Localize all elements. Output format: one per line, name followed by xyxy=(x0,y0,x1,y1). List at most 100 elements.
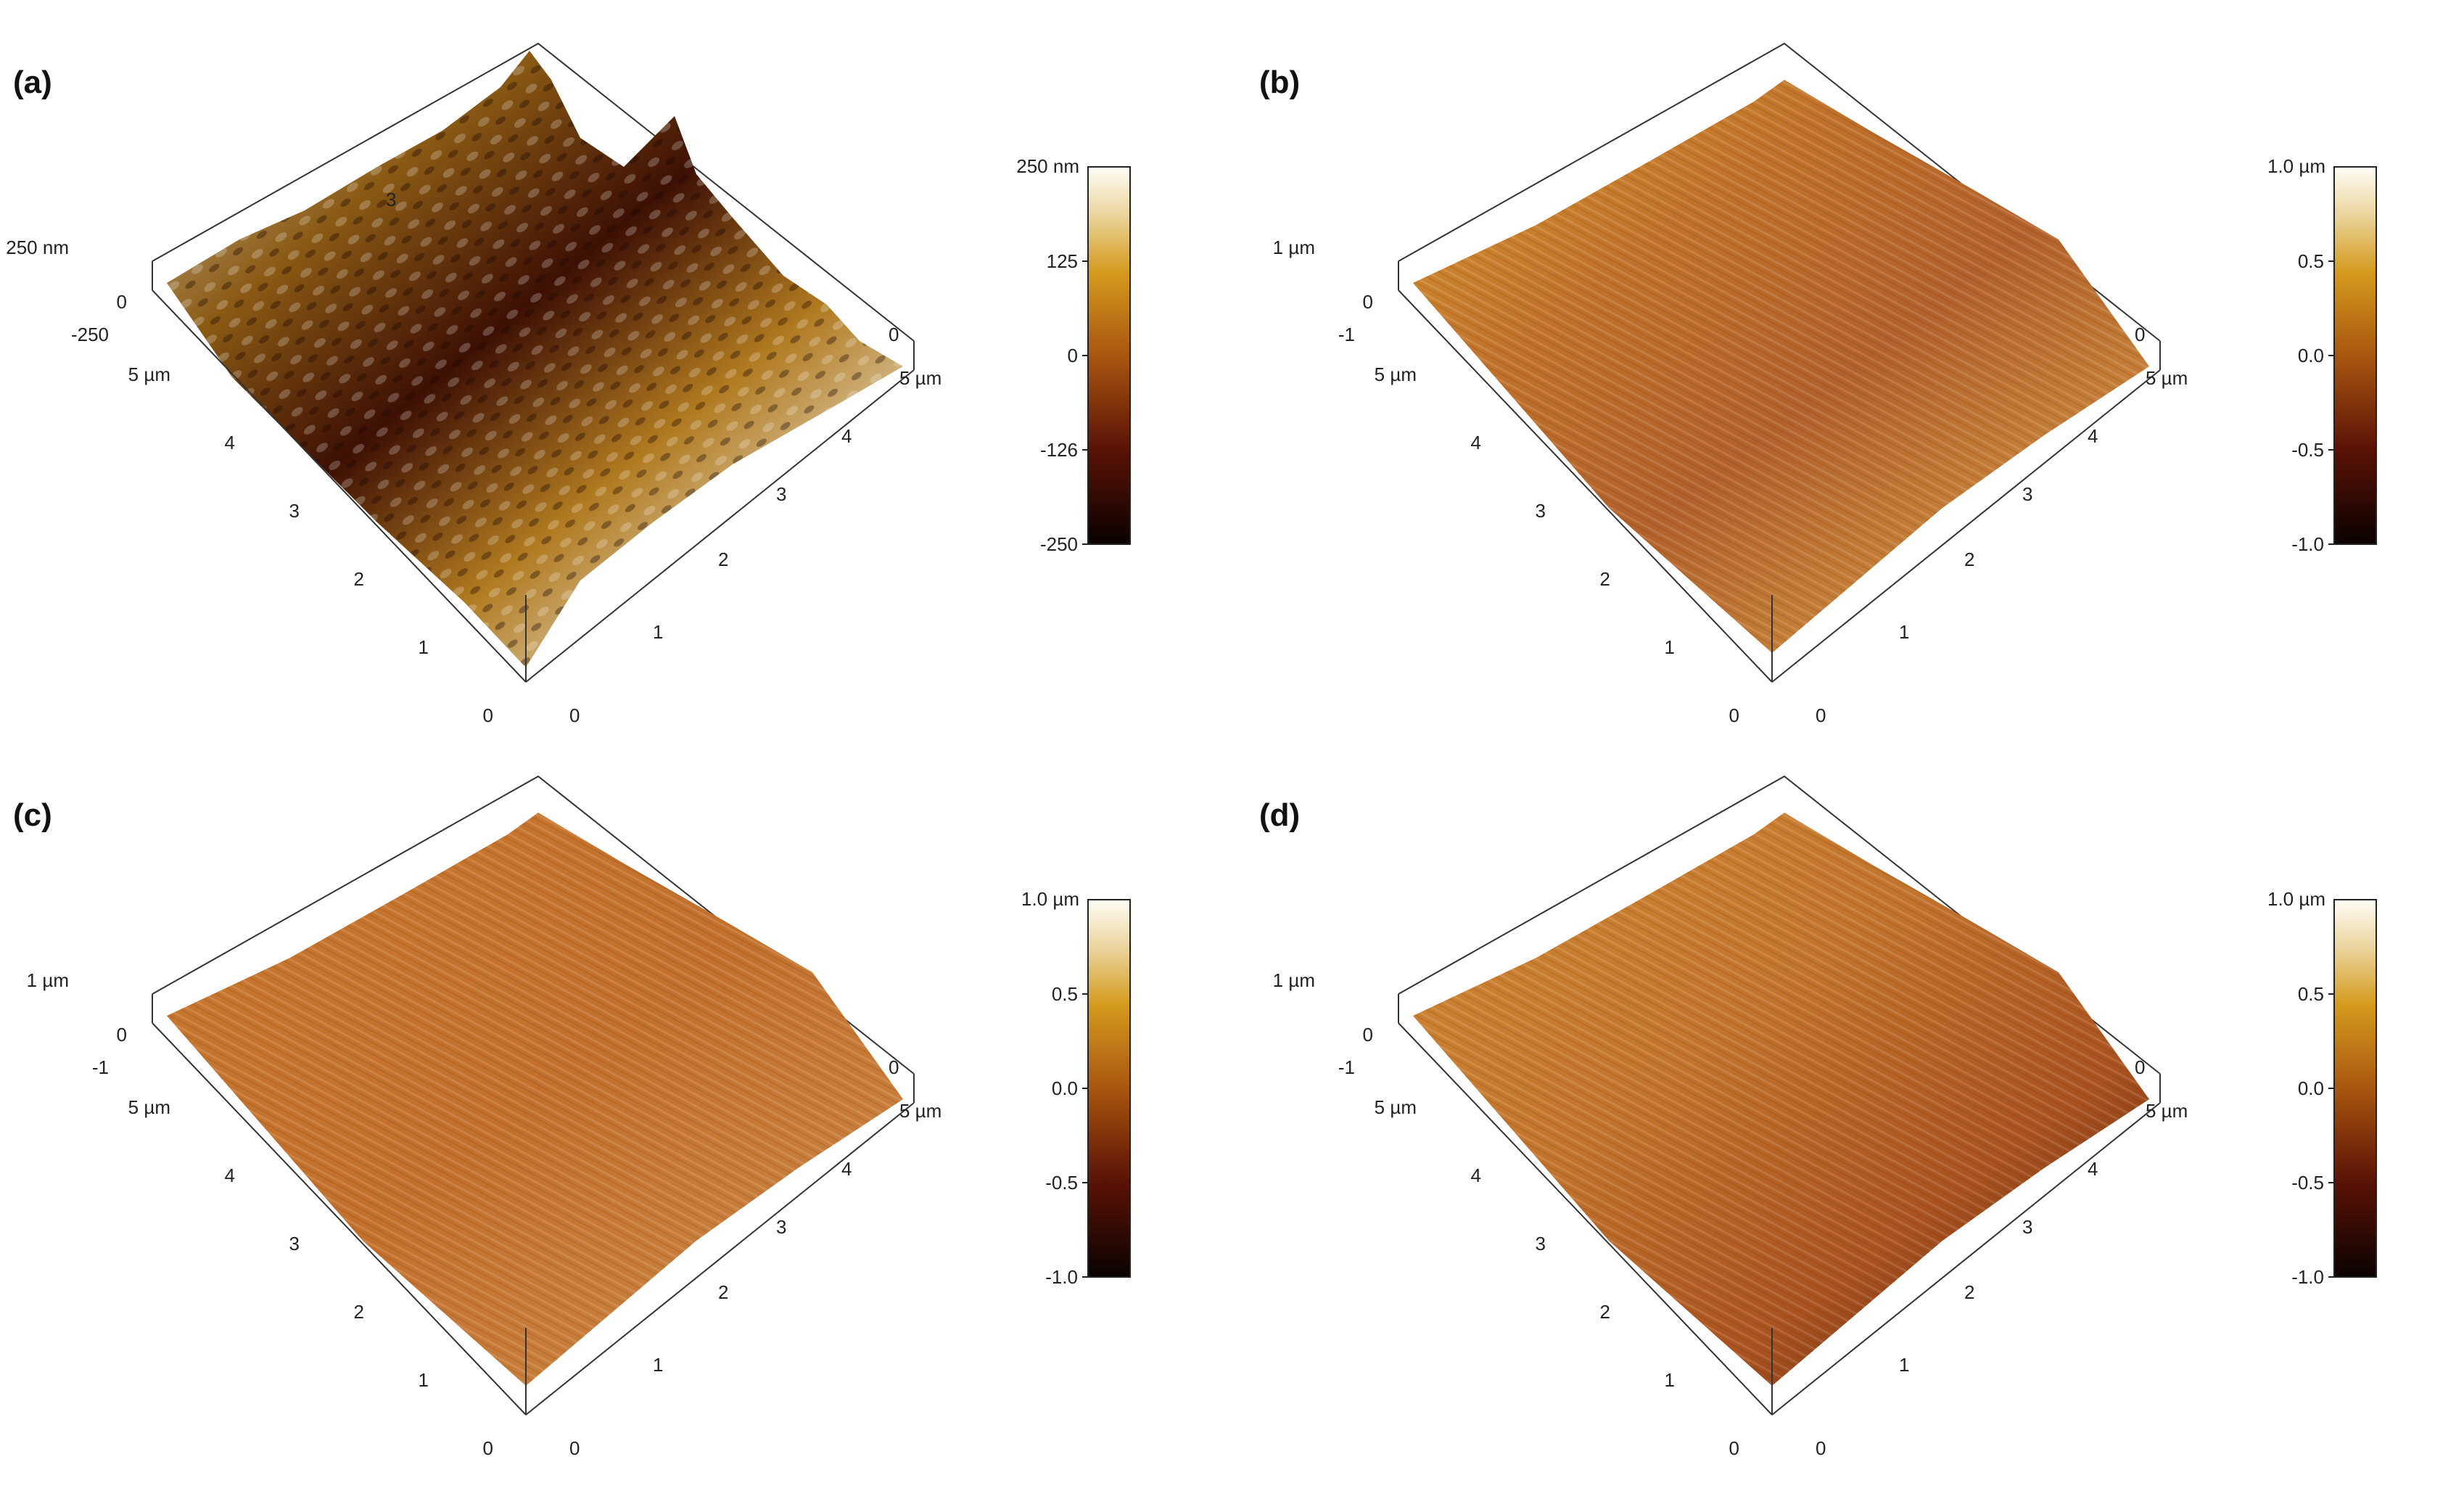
left-axis-tick: 4 xyxy=(1471,432,1481,453)
afm-surface-texture xyxy=(167,813,903,1386)
box-edge-front-right xyxy=(1771,369,2161,683)
right-axis-tick: 4 xyxy=(841,425,852,447)
colorbar-tick-label: 0.5 xyxy=(2298,250,2324,272)
left-axis-tick: 2 xyxy=(354,568,364,590)
z-axis-label: 0 xyxy=(117,1024,127,1046)
afm-surface-texture xyxy=(167,51,903,668)
colorbar xyxy=(2333,166,2377,545)
right-axis-tick: 1 xyxy=(653,1354,663,1376)
right-axis-tick: 5 µm xyxy=(2146,367,2188,389)
box-edge-front-left xyxy=(152,1022,527,1416)
colorbar-tick-label: 0.0 xyxy=(2298,1077,2324,1099)
right-axis-tick: 3 xyxy=(2022,483,2032,505)
right-axis-tick: 2 xyxy=(1964,549,1974,570)
left-axis-tick: 0 xyxy=(1729,705,1739,726)
left-axis-tick: 3 xyxy=(289,1233,300,1254)
right-axis-tick: 5 µm xyxy=(2146,1100,2188,1122)
afm-surface-texture xyxy=(1413,80,2149,653)
box-edge-front-left xyxy=(1398,1022,1773,1416)
right-axis-tick: 1 xyxy=(1899,1354,1909,1376)
colorbar-tick-label: -0.5 xyxy=(2291,439,2324,461)
colorbar-tick-label: -250 xyxy=(1040,533,1078,555)
z-axis-label: -250 xyxy=(71,324,109,345)
z-axis-label: 1 µm xyxy=(1273,237,1315,258)
colorbar-top-label: 1.0 µm xyxy=(2267,155,2325,177)
left-axis-tick: 2 xyxy=(1600,568,1610,590)
right-axis-tick: 2 xyxy=(718,549,728,570)
right-axis-tick: 3 xyxy=(776,483,786,505)
right-axis-tick: 4 xyxy=(841,1158,852,1180)
panel-a: (a) 250 nm 0 -250 5 µm 4 3 2 1 0 0 5 µm 4 3 2 1 0 3 250 nm… xyxy=(6,42,1131,726)
left-axis-tick: 4 xyxy=(225,432,235,453)
left-axis-tick: 1 xyxy=(419,1369,429,1391)
left-axis-tick: 3 xyxy=(1536,500,1546,522)
left-axis-tick: 3 xyxy=(1536,1233,1546,1254)
right-axis-tick: 0 xyxy=(2135,324,2145,345)
left-axis-tick: 2 xyxy=(354,1301,364,1323)
left-axis-tick: 1 xyxy=(1665,636,1675,658)
colorbar-top-label: 1.0 µm xyxy=(1021,888,1079,910)
z-axis-label: -1 xyxy=(1338,324,1355,345)
right-axis-tick: 0 xyxy=(1816,1437,1826,1459)
left-axis-tick: 0 xyxy=(483,1437,493,1459)
right-axis-tick: 2 xyxy=(718,1281,728,1303)
right-axis-tick: 4 xyxy=(2088,425,2098,447)
box-edge-front-left xyxy=(152,289,527,683)
box-edge-front-left xyxy=(1398,289,1773,683)
right-axis-tick: 0 xyxy=(2135,1056,2145,1078)
left-axis-tick: 0 xyxy=(1729,1437,1739,1459)
panel-label: (a) xyxy=(13,65,52,100)
box-frame-back xyxy=(152,42,915,342)
z-axis-label: 250 nm xyxy=(6,237,69,258)
z-axis-label: 1 µm xyxy=(1273,969,1315,991)
panel-label: (d) xyxy=(1259,797,1300,833)
right-axis-tick: 5 µm xyxy=(899,367,941,389)
colorbar-tick-label: -0.5 xyxy=(1045,1172,1078,1194)
left-axis-tick: 0 xyxy=(483,705,493,726)
right-axis-tick: 0 xyxy=(1816,705,1826,726)
colorbar-tick-label: 0.5 xyxy=(2298,983,2324,1005)
left-axis-tick: 4 xyxy=(225,1165,235,1186)
colorbar xyxy=(1087,899,1131,1278)
panel-label: (b) xyxy=(1259,65,1300,100)
right-axis-tick: 0 xyxy=(889,1056,899,1078)
colorbar-tick-label: 0.0 xyxy=(2298,345,2324,366)
left-axis-tick: 5 µm xyxy=(128,364,170,385)
box-edge-front-right xyxy=(525,1102,915,1416)
left-axis-tick: 1 xyxy=(419,636,429,658)
right-axis-tick: 0 xyxy=(569,705,580,726)
right-axis-tick: 3 xyxy=(2022,1216,2032,1238)
left-axis-tick: 5 µm xyxy=(128,1096,170,1118)
right-axis-tick: 1 xyxy=(1899,621,1909,643)
left-axis-tick: 2 xyxy=(1600,1301,1610,1323)
colorbar-tick-label: -1.0 xyxy=(1045,1266,1078,1288)
z-axis-label: 1 µm xyxy=(27,969,69,991)
colorbar-tick-label: 0 xyxy=(1068,345,1078,366)
right-axis-tick: 4 xyxy=(2088,1158,2098,1180)
left-axis-tick: 3 xyxy=(289,500,300,522)
z-axis-label: 0 xyxy=(1363,1024,1373,1046)
afm-surface-texture xyxy=(1413,813,2149,1386)
right-axis-tick: 2 xyxy=(1964,1281,1974,1303)
colorbar-tick-label: -0.5 xyxy=(2291,1172,2324,1194)
colorbar-tick-label: -1.0 xyxy=(2291,1266,2324,1288)
panel-b: (b) 1 µm 0 -1 5 µm 4 3 2 1 0 0 5 µm 4 3 2 1 0 1.0 µm 0.5 0.… xyxy=(1259,42,2377,726)
box-edge-front-right xyxy=(1771,1102,2161,1416)
left-axis-tick: 4 xyxy=(1471,1165,1481,1186)
right-axis-tick: 0 xyxy=(569,1437,580,1459)
z-axis-label: 0 xyxy=(1363,291,1373,313)
surface-label: 3 xyxy=(386,189,396,210)
right-axis-tick: 5 µm xyxy=(899,1100,941,1122)
colorbar-tick-label: -1.0 xyxy=(2291,533,2324,555)
right-axis-tick: 1 xyxy=(653,621,663,643)
z-axis-label: -1 xyxy=(92,1056,109,1078)
colorbar-tick-label: 0.0 xyxy=(1052,1077,1078,1099)
z-axis-label: 0 xyxy=(117,291,127,313)
left-axis-tick: 1 xyxy=(1665,1369,1675,1391)
panel-label: (c) xyxy=(13,797,52,833)
left-axis-tick: 5 µm xyxy=(1375,1096,1417,1118)
colorbar-tick-label: -126 xyxy=(1040,439,1078,461)
